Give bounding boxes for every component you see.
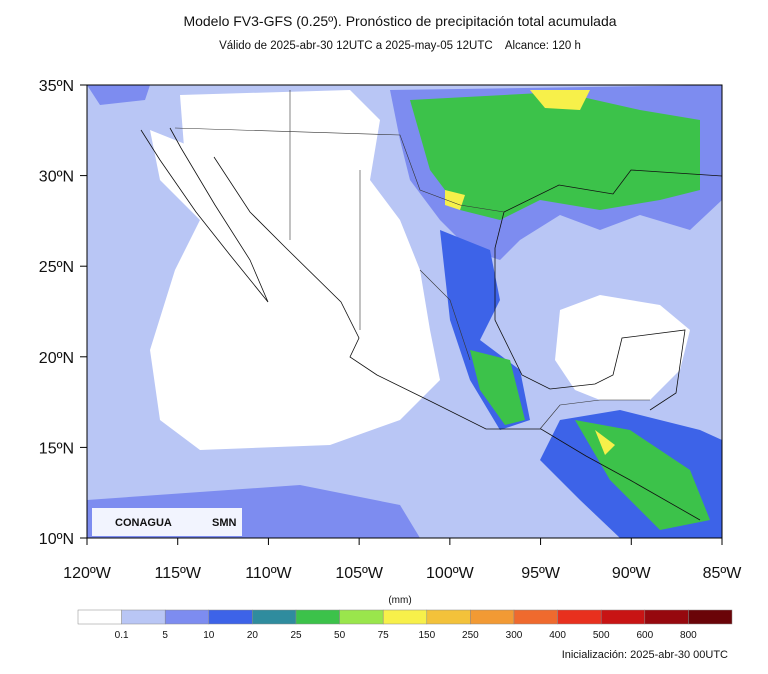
init-time: Inicialización: 2025-abr-30 00UTC	[562, 649, 728, 661]
lat-label: 20ºN	[39, 350, 74, 367]
lon-label: 115ºW	[154, 565, 201, 582]
legend-label: 500	[593, 630, 610, 641]
legend-label: 0.1	[115, 630, 129, 641]
legend-swatch	[644, 609, 689, 625]
legend-swatch	[295, 609, 340, 625]
legend-label: 150	[418, 630, 435, 641]
lon-label: 85ºW	[703, 565, 743, 582]
legend-label: 10	[203, 630, 215, 641]
lon-label: 105ºW	[335, 565, 384, 582]
lon-label: 95ºW	[521, 565, 561, 582]
legend-swatch	[557, 609, 602, 625]
lon-label: 90ºW	[612, 565, 652, 582]
legend-label: 20	[247, 630, 259, 641]
legend-swatch	[470, 609, 515, 625]
legend-label: 300	[506, 630, 523, 641]
logo-smn: SMN	[212, 517, 237, 529]
legend-label: 400	[549, 630, 566, 641]
legend-swatch	[77, 609, 122, 625]
lat-label: 10ºN	[39, 531, 74, 548]
subtitle: Válido de 2025-abr-30 12UTC a 2025-may-0…	[219, 40, 581, 52]
legend-label: 75	[378, 630, 390, 641]
legend-swatch	[382, 609, 428, 625]
legend-unit: (mm)	[388, 595, 411, 606]
legend-swatch	[688, 609, 733, 625]
legend-swatch	[121, 609, 166, 625]
legend-swatch	[513, 609, 558, 625]
lon-label: 120ºW	[63, 565, 112, 582]
lon-label: 110ºW	[245, 565, 292, 582]
lat-label: 25ºN	[39, 259, 74, 276]
legend-label: 250	[462, 630, 479, 641]
title: Modelo FV3-GFS (0.25º). Pronóstico de pr…	[183, 13, 616, 29]
legend-label: 50	[334, 630, 346, 641]
lat-label: 15ºN	[39, 440, 74, 457]
lon-label: 100ºW	[426, 565, 475, 582]
legend-swatch	[208, 609, 253, 625]
lat-label: 30ºN	[39, 169, 74, 186]
legend-swatch	[164, 609, 210, 625]
legend-label: 600	[636, 630, 653, 641]
legend-swatch	[252, 609, 297, 625]
legend-swatch	[339, 609, 384, 625]
legend-label: 5	[162, 630, 168, 641]
legend-label: 25	[290, 630, 302, 641]
legend-swatch	[600, 609, 646, 625]
map	[87, 85, 722, 538]
legend-label: 800	[680, 630, 697, 641]
logo-conagua: CONAGUA	[115, 517, 172, 529]
legend-swatch	[426, 609, 471, 625]
logos: CONAGUA SMN	[92, 508, 242, 536]
lat-label: 35ºN	[39, 78, 74, 95]
